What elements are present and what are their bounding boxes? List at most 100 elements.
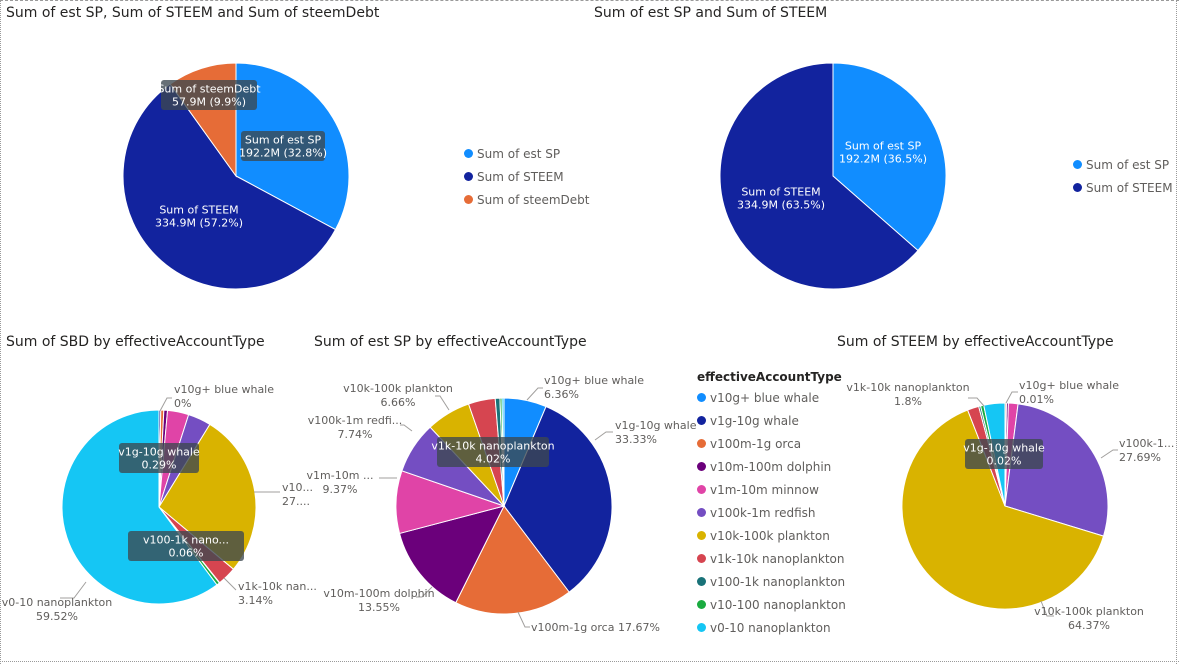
data-label: v10k-100k plankton [1034,605,1144,618]
data-label: v10k-100k plankton [343,382,453,395]
leader-line [159,397,172,412]
data-label: 64.37% [1068,619,1110,632]
data-tooltip-text: 4.02% [476,453,511,466]
leader-line [1100,449,1118,459]
legend-label: Sum of est SP [1086,157,1170,172]
legend-label: v10-100 nanoplankton [710,597,846,612]
legend-item[interactable]: v1k-10k nanoplankton [697,547,846,570]
legend-label: v10k-100k plankton [710,528,830,543]
data-label: v10m-100m dolphin [323,587,434,600]
legend-label: v10m-100m dolphin [710,459,832,474]
pie-slice [467,397,505,507]
pie-slice [1004,402,1009,507]
legend-item[interactable]: v1g-10g whale [697,409,846,432]
pie-slice [401,426,505,507]
pie-slice [158,506,221,584]
pie-slice [158,409,169,508]
data-tooltip-text: 57.9M (9.9%) [172,96,246,109]
pie-slice [1004,402,1007,507]
data-tooltip-text: 192.2M (32.8%) [239,147,327,160]
pie-slice [966,405,1006,507]
legend-item[interactable]: v100k-1m redfish [697,501,846,524]
legend-label: v100k-1m redfish [710,505,816,520]
legend-item[interactable]: Sum of est SP [1073,153,1173,176]
pie-slice [503,405,613,593]
pie-slice [158,423,257,570]
data-label: 7.74% [338,428,373,441]
chart2-title: Sum of est SP and Sum of STEEM [594,5,828,21]
chart3-title: Sum of SBD by effectiveAccountType [6,334,265,350]
pie-slice [158,409,162,508]
legend-marker [464,172,473,181]
data-label: v1m-10m ... [307,469,374,482]
data-tooltip-text: v1k-10k nanoplankton [431,440,554,453]
legend-marker [1073,160,1082,169]
legend-label: v1m-10m minnow [710,482,819,497]
pie-slice [158,409,190,508]
chart2-legend: Sum of est SP Sum of STEEM [1073,153,1173,199]
legend-item[interactable]: Sum of STEEM [1073,176,1173,199]
pie-slice [61,409,218,605]
data-label: 33.33% [615,433,657,446]
legend-marker [697,623,706,632]
legend-label: v100-1k nanoplankton [710,574,846,589]
legend-item[interactable]: v0-10 nanoplankton [697,616,846,639]
data-label: 27.... [282,495,310,508]
canvas-border-right [1176,0,1178,664]
data-label: v10g+ blue whale [174,383,274,396]
legend-label: v10g+ blue whale [710,390,820,405]
leader-line [517,611,530,628]
data-label: v0-10 nanoplankton [2,596,113,609]
data-label: v1k-10k nan... [238,580,317,593]
data-tooltip-text: Sum of est SP [245,134,322,147]
data-label: 9.37% [323,483,358,496]
data-tooltip-text: 334.9M (63.5%) [737,199,825,212]
leader-line [1005,391,1018,404]
legend-marker [697,462,706,471]
data-tooltip-text: 0.29% [142,459,177,472]
leader-line [60,581,87,599]
data-label: 0% [174,397,191,410]
data-label: 3.14% [238,594,273,607]
data-tooltip-text: 0.02% [987,455,1022,468]
pie-slice [501,397,505,507]
data-tooltip-text: v1g-10g whale [963,442,1045,455]
leader-line [526,387,543,401]
legend-title: effectiveAccountType [697,370,842,384]
legend-item[interactable]: Sum of STEEM [464,165,589,188]
data-label: v1g-10g whale [615,419,697,432]
legend-item[interactable]: v10-100 nanoplankton [697,593,846,616]
pie-slice [494,397,505,507]
legend-marker [697,600,706,609]
leader-line [416,586,433,598]
data-tooltip-text: Sum of est SP [845,140,922,153]
legend-item[interactable]: v10g+ blue whale [697,386,846,409]
pie-slice [158,506,221,586]
legend-item[interactable]: v100m-1g orca [697,432,846,455]
legend-label: Sum of steemDebt [477,192,590,207]
legend-item[interactable]: v10k-100k plankton [697,524,846,547]
data-label: v10... [282,481,313,494]
legend-item[interactable]: v10m-100m dolphin [697,455,846,478]
legend-marker [464,195,473,204]
legend-label: v1k-10k nanoplankton [710,551,845,566]
legend-marker [697,485,706,494]
data-tooltip-text: Sum of STEEM [741,186,820,199]
legend-item[interactable]: v100-1k nanoplankton [697,570,846,593]
legend-marker [697,508,706,517]
chart4-title: Sum of est SP by effectiveAccountType [314,334,587,350]
legend-item[interactable]: v1m-10m minnow [697,478,846,501]
pie-slice [429,403,505,507]
data-label: v100k-1... [1119,437,1174,450]
legend-marker [697,393,706,402]
pie-slice [978,405,1006,507]
legend-marker [697,416,706,425]
pie-slice [901,409,1105,610]
chart5-title: Sum of STEEM by effectiveAccountType [837,334,1114,350]
pie-slice [169,62,237,178]
canvas-border-left [0,0,2,664]
legend-item[interactable]: Sum of est SP [464,142,589,165]
legend-item[interactable]: Sum of steemDebt [464,188,589,211]
data-label: 6.36% [544,388,579,401]
